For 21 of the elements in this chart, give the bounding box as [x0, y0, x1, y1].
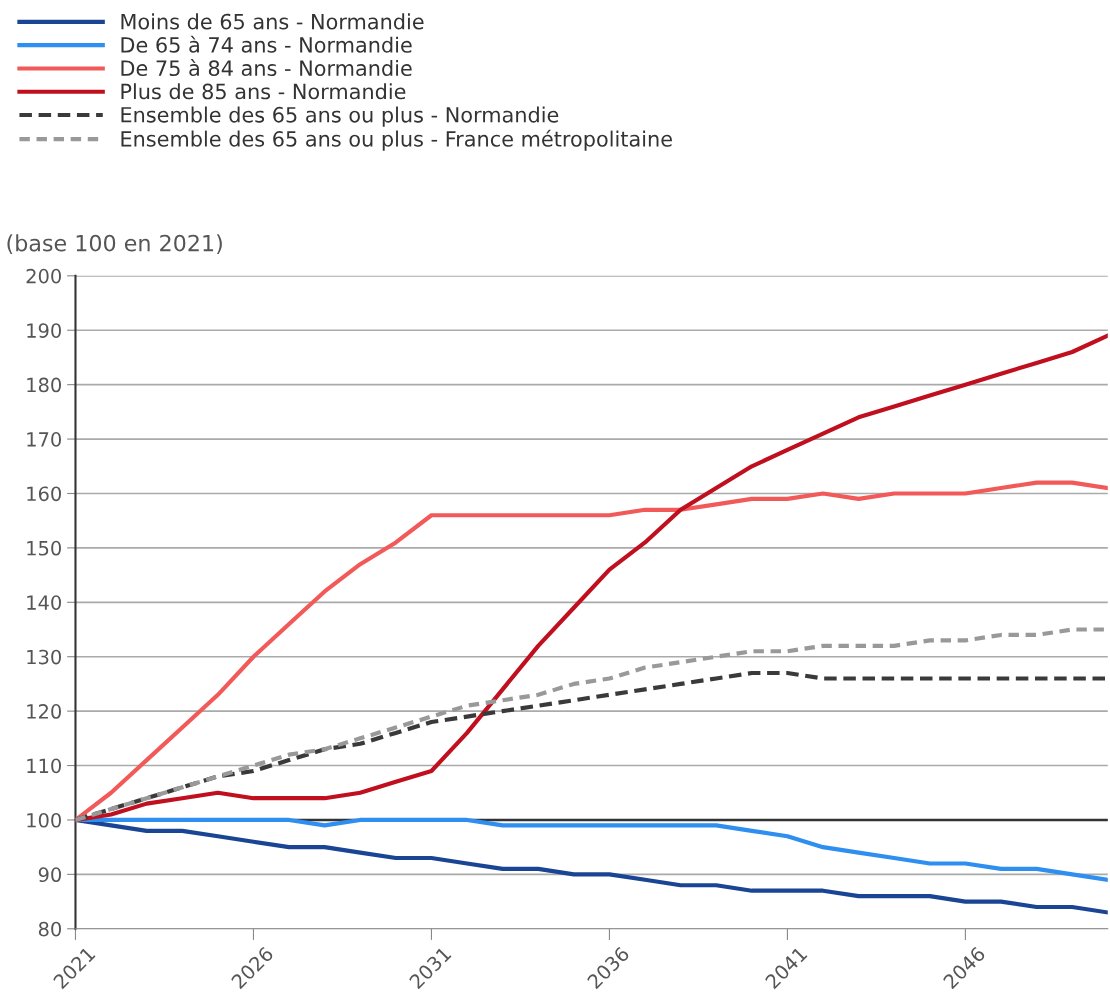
line-series: [75, 333, 1108, 823]
y-tick-label: 80: [38, 921, 61, 937]
y-tick-label: 170: [27, 432, 61, 447]
y-tick-label: 100: [27, 812, 61, 828]
legend-label: Ensemble des 65 ans ou plus - Normandie: [121, 106, 559, 127]
legend-label: De 75 à 84 ans - Normandie: [121, 59, 412, 77]
legend-label: Plus de 85 ans - Normandie: [121, 83, 406, 100]
y-tick-label: 160: [27, 486, 61, 502]
y-tick-label: 140: [27, 595, 61, 610]
y-tick-label: 120: [27, 704, 61, 719]
legend-label: De 65 à 74 ans - Normandie: [121, 35, 412, 53]
y-axis-title: (base 100 en 2021): [7, 234, 222, 255]
legend-label: Ensemble des 65 ans ou plus - France métropolitaine: [121, 129, 672, 151]
y-tick-label: 190: [27, 323, 61, 338]
y-tick-label: 110: [27, 758, 61, 774]
y-tick-label: 130: [27, 649, 61, 665]
legend-label: Moins de 65 ans - Normandie: [121, 13, 424, 30]
y-tick-label: 180: [27, 377, 61, 393]
y-tick-label: 150: [27, 540, 61, 556]
y-tick-label: 90: [38, 867, 61, 883]
y-tick-label: 200: [26, 268, 61, 284]
